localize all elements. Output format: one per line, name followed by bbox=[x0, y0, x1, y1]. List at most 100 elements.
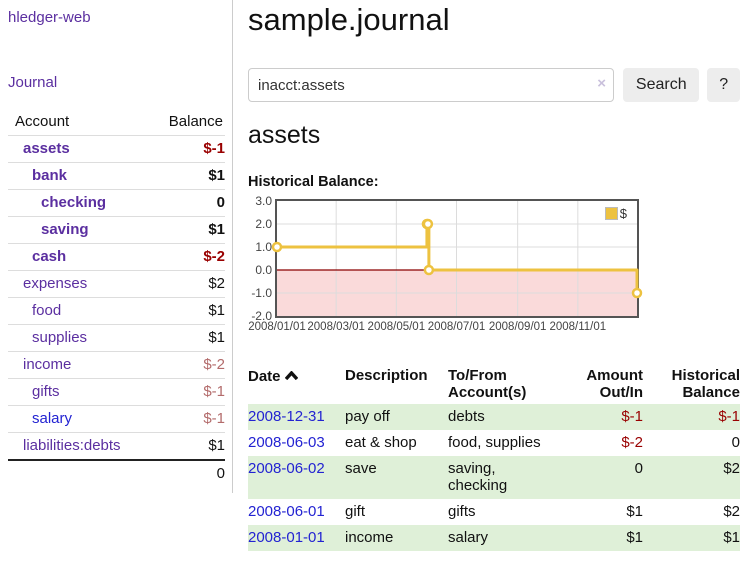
accounts-total-row: 0 bbox=[8, 460, 225, 487]
transaction-description: save bbox=[345, 456, 448, 499]
search-input[interactable] bbox=[248, 68, 614, 102]
account-row: gifts $-1 bbox=[8, 378, 225, 406]
account-row: supplies $1 bbox=[8, 324, 225, 352]
account-row: liabilities:debts $1 bbox=[8, 432, 225, 461]
sidebar-account-link[interactable]: saving bbox=[41, 221, 89, 238]
account-row: checking 0 bbox=[8, 189, 225, 217]
y-axis-tick-label: 0.0 bbox=[255, 263, 272, 277]
sidebar-account-link[interactable]: cash bbox=[32, 248, 67, 265]
y-axis-tick-label: 1.0 bbox=[255, 240, 272, 254]
register-table: Date Description To/From Account(s) Amou… bbox=[248, 365, 740, 551]
transaction-row: 2008-06-01 gift gifts $1 $2 bbox=[248, 499, 740, 525]
app-title-link[interactable]: hledger-web bbox=[8, 9, 91, 26]
page-title: sample.journal bbox=[248, 2, 450, 37]
account-balance: $1 bbox=[208, 221, 225, 238]
account-heading: assets bbox=[248, 121, 321, 149]
account-row: cash $-2 bbox=[8, 243, 225, 271]
x-axis-tick-label: 2008/03/01 bbox=[307, 321, 365, 333]
account-balance: $1 bbox=[208, 302, 225, 319]
transaction-date-link[interactable]: 2008-01-01 bbox=[248, 529, 325, 546]
chart-title: Historical Balance: bbox=[248, 174, 379, 190]
transaction-amount: $1 bbox=[626, 503, 643, 520]
sidebar: hledger-web Journal Account Balance asse… bbox=[0, 0, 233, 493]
transaction-row: 2008-06-02 save saving, checking 0 $2 bbox=[248, 456, 740, 499]
x-axis-tick-label: 2008/05/01 bbox=[367, 321, 426, 333]
sidebar-account-link[interactable]: checking bbox=[41, 194, 107, 211]
transaction-accounts: food, supplies bbox=[448, 434, 541, 451]
transaction-balance: $2 bbox=[723, 503, 740, 520]
transaction-balance: $1 bbox=[643, 525, 740, 551]
y-axis-tick-label: 2.0 bbox=[255, 217, 272, 231]
help-button[interactable]: ? bbox=[707, 68, 740, 102]
account-balance: $-1 bbox=[203, 383, 225, 400]
balance-column-header: Historical Balance bbox=[671, 367, 740, 401]
sidebar-item-journal[interactable]: Journal bbox=[8, 74, 58, 91]
sidebar-account-link[interactable]: assets bbox=[23, 140, 70, 157]
accounts-tbody: assets $-1 bank $1 checking 0 saving $1 cash $-2 e… bbox=[8, 135, 225, 461]
amount-column-header: Amount Out/In bbox=[586, 367, 643, 401]
transaction-amount: 0 bbox=[551, 456, 643, 499]
account-balance: $1 bbox=[208, 167, 225, 184]
historical-balance-chart: $ 3.0 2.0 1.0 0.0 -1.0 -2.0 2008/01/01 2008/03/… bbox=[248, 194, 740, 339]
x-axis-tick-label: 2008/09/01 bbox=[488, 321, 547, 333]
transaction-description: eat & shop bbox=[345, 434, 417, 451]
sidebar-account-link[interactable]: income bbox=[23, 356, 72, 373]
account-column-header: Account bbox=[15, 113, 70, 130]
transaction-amount: $-2 bbox=[621, 434, 643, 451]
main-content: sample.journal × Search ? assets Histori… bbox=[248, 0, 740, 551]
sidebar-account-link[interactable]: food bbox=[32, 302, 62, 319]
account-balance: $-1 bbox=[203, 140, 225, 157]
account-balance: $1 bbox=[208, 437, 225, 454]
data-point bbox=[271, 241, 283, 253]
data-point bbox=[422, 218, 434, 230]
sidebar-account-link[interactable]: bank bbox=[32, 167, 68, 184]
data-point bbox=[423, 264, 435, 276]
sidebar-account-link[interactable]: liabilities:debts bbox=[23, 437, 121, 454]
register-header-row: Date Description To/From Account(s) Amou… bbox=[248, 365, 740, 404]
data-point bbox=[631, 287, 643, 299]
account-row: food $1 bbox=[8, 297, 225, 325]
transaction-date-link[interactable]: 2008-06-02 bbox=[248, 460, 325, 477]
total-balance: 0 bbox=[216, 465, 225, 482]
date-column-header[interactable]: Date bbox=[248, 365, 345, 404]
clear-search-icon[interactable]: × bbox=[597, 75, 606, 92]
total-spacer bbox=[8, 460, 147, 487]
accounts-header-row: Account Balance bbox=[8, 109, 225, 136]
y-axis-tick-label: 3.0 bbox=[255, 194, 272, 208]
transaction-description: pay off bbox=[345, 404, 448, 430]
transaction-date-link[interactable]: 2008-06-03 bbox=[248, 434, 325, 451]
account-row: assets $-1 bbox=[8, 135, 225, 163]
account-balance: $1 bbox=[208, 329, 225, 346]
x-axis-tick-label: 2008/01/01 bbox=[248, 321, 306, 333]
search-bar: × Search ? bbox=[248, 68, 740, 102]
sidebar-account-link[interactable]: supplies bbox=[32, 329, 88, 346]
transaction-accounts: debts bbox=[448, 404, 551, 430]
account-balance: $-1 bbox=[203, 410, 225, 427]
register-tbody: 2008-12-31 pay off debts $-1 $-1 2008-06-03 ea… bbox=[248, 404, 740, 551]
account-balance: $2 bbox=[208, 275, 225, 292]
transaction-amount: $-1 bbox=[551, 404, 643, 430]
chart-legend: $ bbox=[604, 206, 627, 221]
account-row: income $-2 bbox=[8, 351, 225, 379]
sidebar-account-link[interactable]: salary bbox=[32, 410, 73, 427]
transaction-balance: $2 bbox=[643, 456, 740, 499]
legend-swatch bbox=[604, 207, 618, 220]
transaction-balance: 0 bbox=[731, 434, 740, 451]
account-column-header: To/From Account(s) bbox=[448, 367, 527, 401]
transaction-date-link[interactable]: 2008-12-31 bbox=[248, 408, 325, 425]
account-row: saving $1 bbox=[8, 216, 225, 244]
transaction-balance: $-1 bbox=[643, 404, 740, 430]
transaction-date-link[interactable]: 2008-06-01 bbox=[248, 503, 325, 520]
sidebar-account-link[interactable]: gifts bbox=[32, 383, 60, 400]
sidebar-account-link[interactable]: expenses bbox=[23, 275, 88, 292]
account-row: expenses $2 bbox=[8, 270, 225, 298]
account-row: salary $-1 bbox=[8, 405, 225, 433]
chart-canvas bbox=[271, 201, 643, 316]
transaction-accounts: saving, checking bbox=[448, 456, 551, 499]
chart-plot-area: $ bbox=[271, 199, 643, 318]
transaction-accounts: salary bbox=[448, 525, 551, 551]
y-axis-tick-label: -1.0 bbox=[251, 286, 272, 300]
y-axis-tick-label: -2.0 bbox=[251, 309, 272, 323]
transaction-row: 2008-06-03 eat & shop food, supplies $-2 0 bbox=[248, 430, 740, 456]
search-button[interactable]: Search bbox=[623, 68, 700, 102]
